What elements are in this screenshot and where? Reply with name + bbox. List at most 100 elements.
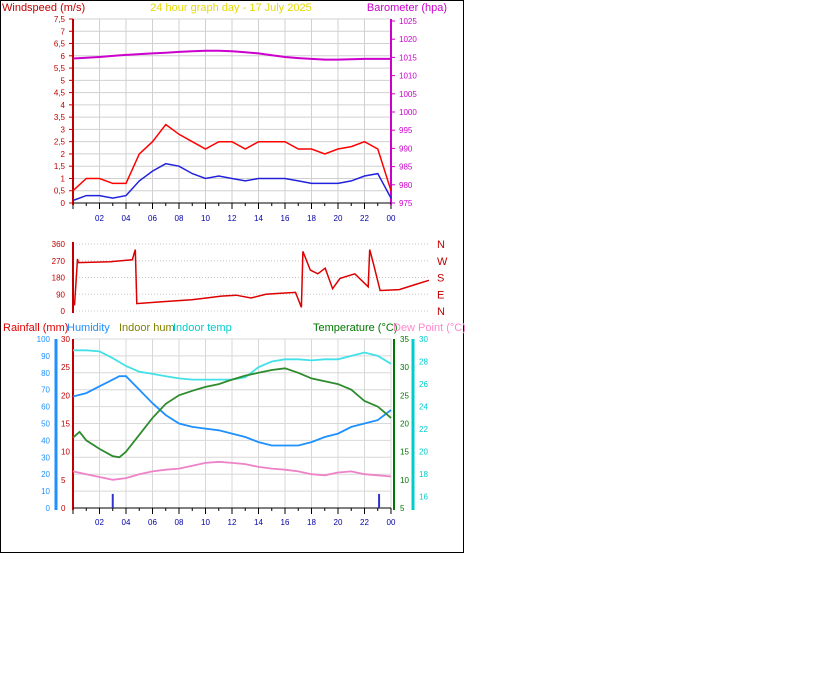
barometer-line — [72, 49, 391, 61]
temperature-tick-label: 30 — [400, 363, 409, 372]
wind-x-tick-label: 02 — [95, 214, 104, 223]
temperature-tick-label: 25 — [400, 391, 409, 400]
humidity-tick-label: 30 — [41, 453, 50, 462]
indoor-temp-tick-label: 20 — [419, 448, 428, 457]
wind-tick-label: 7,5 — [54, 15, 66, 24]
wind-axis-title: Windspeed (m/s) — [2, 2, 85, 14]
wind-tick-label: 2,5 — [54, 138, 66, 147]
barometer-tick-label: 1010 — [399, 72, 417, 81]
legend-entry: Rainfall (mm) — [3, 322, 68, 334]
average-wind-line — [72, 162, 392, 202]
wind-tick-label: 4,5 — [54, 89, 66, 98]
weather-graph-panel: Windspeed (m/s) 24 hour graph day - 17 Ju… — [0, 0, 465, 553]
legend-entry: Humidity — [67, 322, 110, 334]
temp-x-tick-label: 22 — [360, 518, 369, 527]
wind-x-tick-label: 20 — [334, 214, 343, 223]
barometer-tick-label: 995 — [399, 126, 413, 135]
legend-entry: Temperature (°C) — [313, 322, 397, 334]
indoor-temp-tick-label: 24 — [419, 403, 428, 412]
chart-title: 24 hour graph day - 17 July 2025 — [150, 2, 311, 14]
humidity-tick-label: 90 — [41, 352, 50, 361]
wind-tick-label: 6 — [61, 52, 66, 61]
humidity-tick-label: 40 — [41, 436, 50, 445]
humidity-tick-label: 100 — [37, 335, 51, 344]
wind-x-tick-label: 16 — [281, 214, 290, 223]
temp-x-tick-label: 12 — [228, 518, 237, 527]
wind-direction-line — [73, 249, 430, 308]
temperature-tick-label: 10 — [400, 476, 409, 485]
temperature-line — [72, 367, 392, 459]
wind-tick-label: 7 — [61, 27, 66, 36]
direction-tick-label: 360 — [52, 240, 66, 249]
wind-x-tick-label: 10 — [201, 214, 210, 223]
wind-tick-label: 6,5 — [54, 40, 66, 49]
compass-label: N — [437, 239, 445, 251]
wind-x-tick-label: 22 — [360, 214, 369, 223]
barometer-tick-label: 1025 — [399, 17, 417, 26]
legend-entry: Dew Point (°C) — [393, 322, 465, 334]
indoor-temp-tick-label: 22 — [419, 425, 428, 434]
indoor-temp-tick-label: 28 — [419, 358, 428, 367]
indoor-temp-tick-label: 30 — [419, 335, 428, 344]
compass-label: E — [437, 289, 444, 301]
barometer-axis-title: Barometer (hpa) — [367, 2, 447, 14]
direction-tick-label: 90 — [56, 290, 65, 299]
dew-point-line — [72, 460, 392, 481]
rainfall-tick-label: 30 — [61, 335, 70, 344]
wind-tick-label: 5,5 — [54, 64, 66, 73]
barometer-tick-label: 1015 — [399, 53, 417, 62]
barometer-tick-label: 1020 — [399, 35, 417, 44]
temperature-tick-label: 15 — [400, 448, 409, 457]
wind-tick-label: 4 — [61, 101, 66, 110]
temp-x-tick-label: 18 — [307, 518, 316, 527]
indoor-temp-tick-label: 18 — [419, 470, 428, 479]
indoor-temp-tick-label: 26 — [419, 380, 428, 389]
compass-label: W — [437, 256, 448, 268]
direction-tick-label: 270 — [52, 257, 66, 266]
wind-x-tick-label: 04 — [122, 214, 131, 223]
temperature-tick-label: 20 — [400, 420, 409, 429]
temp-x-tick-label: 08 — [175, 518, 184, 527]
rainfall-tick-label: 25 — [61, 363, 70, 372]
wind-x-tick-label: 00 — [387, 214, 396, 223]
compass-label: S — [437, 273, 444, 285]
barometer-tick-label: 1005 — [399, 90, 417, 99]
wind-tick-label: 1,5 — [54, 162, 66, 171]
humidity-line — [72, 375, 392, 447]
temp-x-tick-label: 04 — [122, 518, 131, 527]
temperature-tick-label: 35 — [400, 335, 409, 344]
wind-x-tick-label: 06 — [148, 214, 157, 223]
direction-tick-label: 0 — [61, 307, 66, 316]
temp-x-tick-label: 20 — [334, 518, 343, 527]
barometer-tick-label: 975 — [399, 199, 413, 208]
temp-x-tick-label: 14 — [254, 518, 263, 527]
compass-label: N — [437, 306, 445, 318]
legend-entry: Indoor temp — [173, 322, 232, 334]
barometer-tick-label: 990 — [399, 144, 413, 153]
indoor-temp-tick-label: 16 — [419, 493, 428, 502]
temp-x-tick-label: 16 — [281, 518, 290, 527]
humidity-tick-label: 0 — [46, 504, 51, 513]
wind-tick-label: 2 — [61, 150, 66, 159]
humidity-tick-label: 50 — [41, 420, 50, 429]
temp-x-tick-label: 00 — [387, 518, 396, 527]
temp-x-tick-label: 10 — [201, 518, 210, 527]
barometer-tick-label: 985 — [399, 163, 413, 172]
barometer-tick-label: 1000 — [399, 108, 417, 117]
humidity-tick-label: 20 — [41, 470, 50, 479]
humidity-tick-label: 60 — [41, 403, 50, 412]
temp-x-tick-label: 02 — [95, 518, 104, 527]
gust-line — [72, 123, 392, 192]
wind-tick-label: 5 — [61, 76, 66, 85]
wind-x-tick-label: 14 — [254, 214, 263, 223]
wind-tick-label: 3 — [61, 125, 66, 134]
weather-graph-svg: Windspeed (m/s) 24 hour graph day - 17 Ju… — [2, 2, 465, 527]
wind-x-tick-label: 08 — [175, 214, 184, 223]
rainfall-tick-label: 20 — [61, 391, 70, 400]
temp-x-tick-label: 06 — [148, 518, 157, 527]
wind-x-tick-label: 12 — [228, 214, 237, 223]
rainfall-tick-label: 10 — [61, 448, 70, 457]
wind-tick-label: 0,5 — [54, 187, 66, 196]
wind-x-tick-label: 18 — [307, 214, 316, 223]
humidity-tick-label: 70 — [41, 386, 50, 395]
